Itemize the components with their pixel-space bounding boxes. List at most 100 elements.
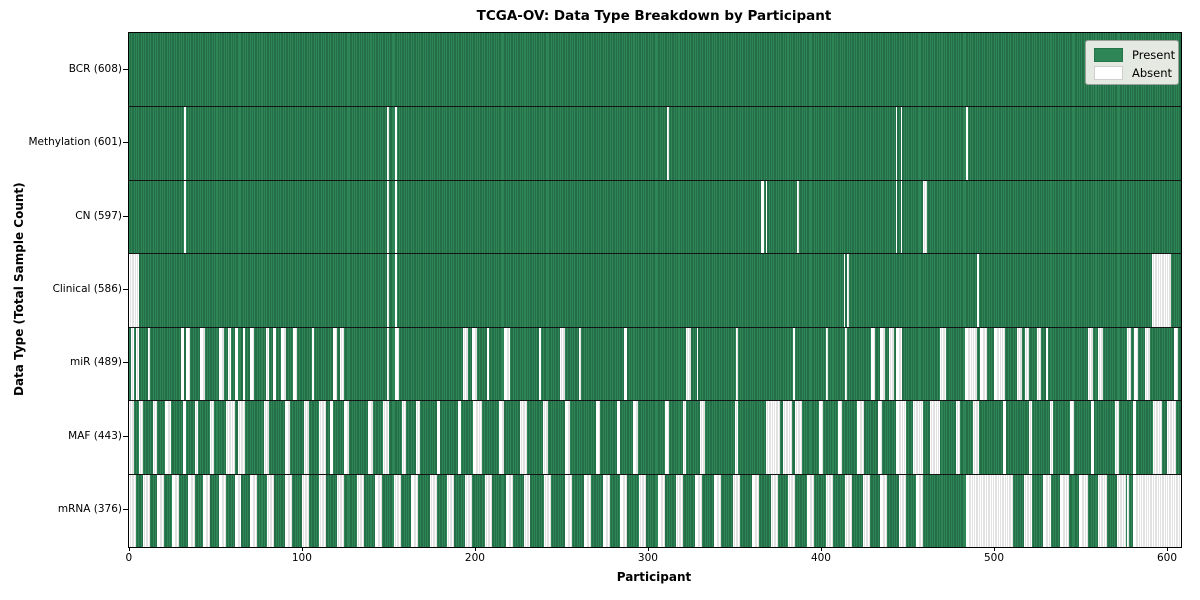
absent-stripe: [333, 327, 337, 401]
absent-stripe: [760, 180, 764, 254]
absent-stripe: [238, 401, 245, 474]
absent-stripe: [696, 327, 699, 401]
absent-stripe: [234, 474, 242, 547]
absent-stripe: [736, 327, 739, 401]
row-band-MAF: [129, 400, 1181, 474]
absent-stripe: [713, 474, 721, 547]
absent-stripe: [623, 327, 628, 401]
absent-stripe: [172, 474, 180, 547]
absent-stripe: [374, 474, 382, 547]
absent-stripe: [312, 327, 315, 401]
y-tick-label-Methylation: Methylation (601): [28, 136, 122, 149]
absent-stripe: [343, 401, 349, 474]
absent-stripe: [225, 401, 235, 474]
absent-stripe: [1059, 474, 1069, 547]
absent-stripe: [1134, 327, 1138, 401]
absent-stripe: [180, 327, 185, 401]
absent-stripe: [293, 327, 297, 401]
absent-stripe: [682, 401, 687, 474]
absent-stripe: [1037, 327, 1041, 401]
absent-stripe: [912, 401, 924, 474]
absent-stripe: [1028, 401, 1033, 474]
absent-stripe: [395, 254, 398, 327]
absent-stripe: [879, 327, 886, 401]
plot-area: Present Absent: [128, 32, 1182, 548]
absent-stripe: [187, 474, 195, 547]
absent-stripe: [895, 327, 903, 401]
absent-stripe: [973, 401, 979, 474]
absent-stripe: [578, 327, 581, 401]
absent-stripe: [940, 327, 946, 401]
y-tick-label-Clinical: Clinical (586): [52, 283, 122, 295]
absent-stripe: [1151, 254, 1171, 327]
absent-stripe: [329, 401, 334, 474]
absent-stripe: [402, 401, 406, 474]
x-tick-label-500: 500: [983, 552, 1005, 564]
absent-stripe: [303, 401, 309, 474]
absent-stripe: [395, 327, 399, 401]
absent-stripe: [210, 401, 214, 474]
absent-stripe: [544, 474, 552, 547]
absent-stripe: [393, 474, 401, 547]
absent-stripe: [871, 327, 875, 401]
absent-stripe: [895, 180, 898, 254]
absent-stripe: [1042, 474, 1052, 547]
absent-stripe: [807, 474, 815, 547]
absent-stripe: [966, 107, 969, 180]
absent-stripe: [900, 180, 903, 254]
absent-stripe: [898, 474, 906, 547]
absent-stripe: [199, 327, 206, 401]
absent-stripe: [980, 327, 988, 401]
absent-stripe: [250, 474, 258, 547]
chart-title: TCGA-OV: Data Type Breakdown by Particip…: [476, 8, 832, 24]
absent-stripe: [386, 254, 389, 327]
absent-stripe: [783, 401, 792, 474]
absent-stripe: [135, 327, 140, 401]
absent-stripe: [878, 401, 882, 474]
absent-stripe: [826, 474, 834, 547]
absent-stripe: [559, 327, 566, 401]
absent-stripe: [473, 401, 482, 474]
absent-stripe: [1046, 327, 1048, 401]
absent-stripe: [539, 327, 541, 401]
absent-stripe: [184, 107, 187, 180]
absent-stripe: [319, 474, 327, 547]
absent-stripe: [447, 474, 455, 547]
legend-entry-present: Present: [1094, 47, 1175, 63]
absent-stripe: [632, 401, 638, 474]
x-tick-mark: [647, 547, 649, 551]
absent-stripe: [1132, 401, 1136, 474]
absent-stripe: [765, 401, 780, 474]
row-band-BCR: [129, 33, 1181, 107]
absent-stripe: [234, 327, 238, 401]
absent-stripe: [153, 401, 157, 474]
absent-stripe: [1132, 474, 1181, 547]
absent-stripe: [129, 254, 140, 327]
absent-stripe: [765, 180, 768, 254]
absent-stripe: [1087, 327, 1093, 401]
absent-stripe: [227, 327, 232, 401]
absent-stripe: [1167, 401, 1176, 474]
absent-stripe: [930, 401, 941, 474]
row-band-Clinical: [129, 253, 1181, 327]
absent-stripe: [770, 474, 778, 547]
absent-stripe: [596, 401, 600, 474]
absent-stripe: [895, 401, 906, 474]
absent-stripe: [1097, 474, 1107, 547]
x-tick-label-0: 0: [125, 552, 133, 564]
absent-stripe: [964, 327, 977, 401]
row-band-CN: [129, 179, 1181, 254]
absent-stripe: [386, 107, 389, 180]
absent-stripe: [129, 401, 135, 474]
x-tick-label-600: 600: [1156, 552, 1178, 564]
x-tick-label-300: 300: [637, 552, 658, 564]
absent-stripe: [845, 327, 848, 401]
absent-stripe: [340, 327, 344, 401]
absent-stripe: [464, 474, 472, 547]
absent-stripe: [699, 401, 706, 474]
absent-stripe: [1127, 327, 1131, 401]
y-tick-mark: [123, 142, 128, 144]
y-tick-mark: [123, 435, 128, 437]
absent-stripe: [395, 107, 398, 180]
absent-stripe: [686, 327, 692, 401]
